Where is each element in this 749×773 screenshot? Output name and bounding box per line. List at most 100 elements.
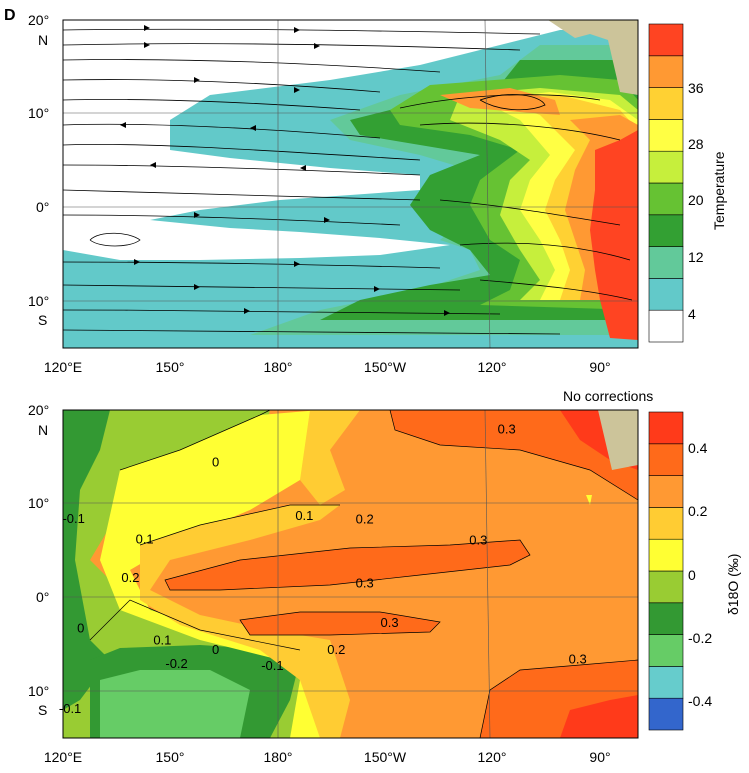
contour-label-1: 0 <box>212 455 219 470</box>
contour-lines <box>89 410 638 738</box>
d18o-map <box>63 410 638 738</box>
y-tick-10s-b: 10° <box>28 683 49 699</box>
d18o-cbar-swatch-8 <box>648 443 684 476</box>
contour-label-4: 0.2 <box>356 512 374 527</box>
temperature-cbar-swatch-7 <box>648 87 684 120</box>
cbar-tick-28: 28 <box>688 136 704 152</box>
contour-label-17: -0.1 <box>59 701 81 716</box>
panel-letter: D <box>4 7 16 24</box>
d18o-region-neg03 <box>100 670 250 738</box>
cbar-label-temperature: Temperature <box>711 151 727 230</box>
d18o-cbar-swatch-9 <box>648 411 684 445</box>
contour-label-7: 0.2 <box>121 570 139 585</box>
d18o-cbar-swatch-0 <box>648 697 684 731</box>
d18o-cbar-swatch-5 <box>648 538 684 572</box>
contour-label-16: 0.3 <box>569 651 587 666</box>
x-tick-120: 120° <box>478 359 507 375</box>
bottom-grid <box>63 409 638 739</box>
land-islet <box>586 495 592 505</box>
land-mass-bottom <box>598 410 638 470</box>
x-tick-180-b: 180° <box>264 749 293 765</box>
y-tick-10n: 10° <box>28 105 49 121</box>
contour-label-8: 0.3 <box>356 575 374 590</box>
bottom-frame <box>62 409 639 739</box>
d18o-cbar-swatch-7 <box>648 475 684 508</box>
d18o-colorbar: 0.4 0.2 0 -0.2 -0.4 δ18O (‰) <box>648 411 741 731</box>
temp-band-36 <box>440 88 638 300</box>
x-tick-90-b: 90° <box>589 749 610 765</box>
stream-arrows <box>120 25 450 316</box>
y-tick-20n-b: 20° <box>28 402 49 418</box>
top-x-axis: 120°E 150° 180° 150°W 120° 90° <box>44 359 611 375</box>
cbar-tick-neg0.4: -0.4 <box>688 693 712 709</box>
temperature-cbar-swatch-0 <box>648 309 684 343</box>
d18o-cbar-swatch-6 <box>648 507 684 540</box>
x-tick-120e-b: 120°E <box>44 749 82 765</box>
bottom-y-axis: 20° N 10° 0° 10° S <box>28 402 49 718</box>
cbar-tick-20: 20 <box>688 192 704 208</box>
d18o-region-01 <box>140 505 350 738</box>
y-tick-n: N <box>38 32 48 48</box>
cbar-tick-12: 12 <box>688 249 704 265</box>
contour-label-2: -0.1 <box>62 511 84 526</box>
x-tick-120-b: 120° <box>478 749 507 765</box>
temperature-cbar-swatch-1 <box>648 278 684 311</box>
land-mass <box>548 20 638 95</box>
temperature-cbar-swatch-3 <box>648 214 684 247</box>
x-tick-120e: 120°E <box>44 359 82 375</box>
temperature-cbar-swatch-9 <box>648 23 684 57</box>
y-tick-n-b: N <box>38 422 48 438</box>
contour-label-15: -0.1 <box>261 658 283 673</box>
cbar-tick-4: 4 <box>688 306 696 322</box>
cbar-tick-0: 0 <box>688 567 696 583</box>
temperature-cbar-swatch-8 <box>648 55 684 88</box>
contour-label-5: 0.1 <box>136 531 154 546</box>
contour-label-14: -0.2 <box>165 656 187 671</box>
d18o-region-03-tongue <box>165 540 530 590</box>
temperature-cbar-swatch-6 <box>648 119 684 152</box>
contour-label-11: 0.1 <box>153 633 171 648</box>
d18o-cbar-swatch-2 <box>648 634 684 667</box>
cbar-label-d18o: δ18O (‰) <box>725 554 741 615</box>
top-y-axis: 20° N 10° 0° 10° S <box>28 12 49 328</box>
contour-label-12: 0 <box>212 642 219 657</box>
contour-label-13: 0.2 <box>327 642 345 657</box>
d18o-region-0 <box>100 410 320 738</box>
x-tick-150-b: 150° <box>156 749 185 765</box>
x-tick-150w-b: 150°W <box>364 749 407 765</box>
x-tick-150: 150° <box>156 359 185 375</box>
y-tick-0: 0° <box>36 199 49 215</box>
cbar-tick-0.2: 0.2 <box>688 503 708 519</box>
top-frame <box>62 19 639 349</box>
streamlines <box>63 28 633 335</box>
y-tick-20n: 20° <box>28 12 49 28</box>
contour-labels: 0.3 0 -0.1 0.1 0.2 0.1 0.3 0.2 0.3 0 0.3 0.1 0 0.2 -0.… <box>59 422 587 716</box>
top-grid <box>63 19 638 349</box>
cbar-tick-neg0.2: -0.2 <box>688 630 712 646</box>
x-tick-180: 180° <box>264 359 293 375</box>
y-tick-0-b: 0° <box>36 589 49 605</box>
temperature-cbar-swatch-4 <box>648 182 684 216</box>
cbar-tick-36: 36 <box>688 80 704 96</box>
d18o-region-04-se <box>560 695 638 738</box>
temperature-map <box>63 20 638 348</box>
bottom-x-axis: 120°E 150° 180° 150°W 120° 90° <box>44 749 611 765</box>
contour-label-3: 0.1 <box>295 508 313 523</box>
temperature-cbar-swatch-2 <box>648 246 684 279</box>
d18o-region-01-north <box>300 410 360 505</box>
y-tick-10n-b: 10° <box>28 495 49 511</box>
y-tick-10s: 10° <box>28 293 49 309</box>
x-tick-90: 90° <box>589 359 610 375</box>
y-tick-s-b: S <box>38 702 47 718</box>
cbar-tick-0.4: 0.4 <box>688 440 708 456</box>
contour-label-10: 0.3 <box>381 615 399 630</box>
contour-label-6: 0.3 <box>469 532 487 547</box>
temp-band-40 <box>590 130 638 340</box>
temperature-cbar-swatch-5 <box>648 150 684 184</box>
contour-label-0: 0.3 <box>498 422 516 437</box>
y-tick-s: S <box>38 312 47 328</box>
d18o-cbar-swatch-4 <box>648 570 684 604</box>
temperature-colorbar: 36 28 20 12 4 Temperature <box>648 23 727 343</box>
contour-label-9: 0 <box>77 620 84 635</box>
